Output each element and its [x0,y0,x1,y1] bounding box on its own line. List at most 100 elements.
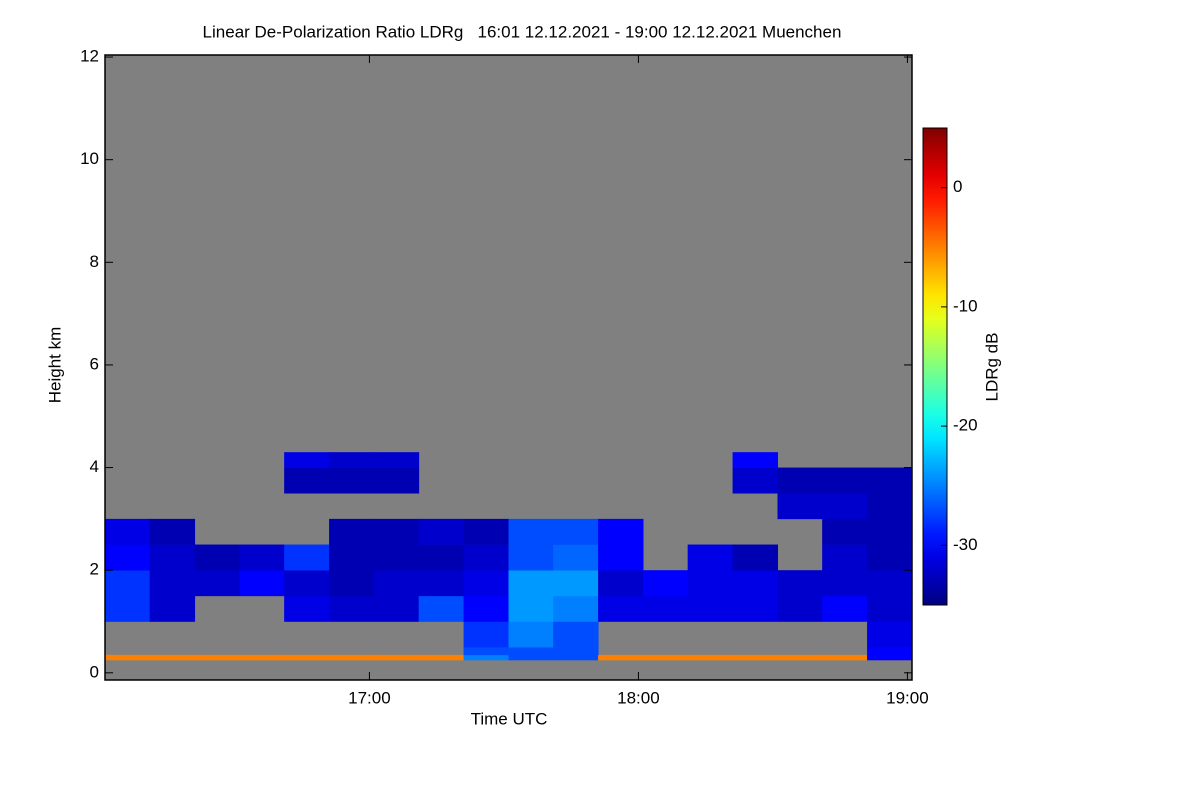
heatmap-cell [553,647,599,656]
chart-title: Linear De-Polarization Ratio LDRg 16:01 … [203,22,842,41]
colorbar-tick-label: -20 [953,416,978,435]
heatmap-cell [553,518,599,545]
colorbar-tick-label: 0 [953,177,962,196]
heatmap-cell [687,654,734,661]
heatmap-cell [105,654,151,661]
heatmap-cell [867,654,913,661]
heatmap-cell [822,570,868,597]
heatmap-cell [732,467,778,494]
heatmap-cell [687,570,734,597]
heatmap-cell [329,595,375,622]
heatmap-cell [822,654,868,661]
heatmap-cell [374,595,420,622]
heatmap-cell [284,570,330,597]
heatmap-cell [822,467,868,494]
heatmap-cell [149,595,196,622]
y-tick-label: 6 [90,354,99,373]
heatmap-cell [553,570,599,597]
heatmap-cell [508,621,554,648]
heatmap-cell [284,595,330,622]
heatmap-cell [822,544,868,571]
y-tick-label: 10 [80,149,99,168]
heatmap-cell [777,467,823,494]
heatmap-cell [643,595,689,622]
x-tick-label: 18:00 [617,688,660,707]
heatmap-cell [329,518,375,545]
heatmap-cell [105,518,151,545]
heatmap-cell [598,570,644,597]
x-axis-title: Time UTC [471,709,548,728]
heatmap-cell [777,493,823,520]
heatmap-cell [553,544,599,571]
heatmap-cell [329,570,375,597]
heatmap-cell [149,654,196,661]
heatmap-cell [553,621,599,648]
heatmap-cell [777,570,823,597]
heatmap-cell [867,570,913,597]
heatmap-cell [867,595,913,622]
heatmap-cell [463,544,509,571]
x-tick-label: 19:00 [886,688,929,707]
heatmap-cell [194,654,240,661]
heatmap-cell [418,595,465,622]
heatmap-cell [194,570,240,597]
heatmap-cell [822,493,868,520]
heatmap-cell [374,452,420,468]
heatmap-cell [463,621,509,648]
heatmap-cell [643,570,689,597]
heatmap-cell [867,493,913,520]
heatmap-cell [822,595,868,622]
heatmap-cell [239,654,285,661]
heatmap-cell [463,654,509,661]
heatmap-cell [732,544,778,571]
heatmap-cell [105,570,151,597]
heatmap-cell [149,570,196,597]
heatmap-cell [867,518,913,545]
colorbar-tick-label: -10 [953,296,978,315]
heatmap-cell [149,544,196,571]
heatmap-cell [374,654,420,661]
heatmap-cell [463,570,509,597]
heatmap-cell [643,654,689,661]
heatmap-cell [508,518,554,545]
heatmap-cell [329,452,375,468]
heatmap-cell [508,570,554,597]
heatmap-cell [418,570,465,597]
heatmap-cell [598,544,644,571]
heatmap-cell [867,621,913,648]
heatmap-cell [329,654,375,661]
heatmap-cell [194,544,240,571]
heatmap-cell [149,518,196,545]
colorbar-title: LDRg dB [982,333,1001,402]
heatmap-cell [777,595,823,622]
heatmap-cell [687,595,734,622]
heatmap-cell [732,654,778,661]
heatmap-cell [284,544,330,571]
heatmap-cell [284,654,330,661]
heatmap-cell [822,518,868,545]
y-tick-label: 0 [90,662,99,681]
heatmap-cell [687,544,734,571]
heatmap-cell [418,544,465,571]
heatmap-cell [732,452,778,468]
heatmap-cell [867,544,913,571]
y-tick-label: 4 [90,457,99,476]
heatmap-cell [867,647,913,656]
heatmap-cell [508,595,554,622]
colorbar-tick-label: -30 [953,535,978,554]
heatmap-cell [777,654,823,661]
y-tick-label: 12 [80,47,99,66]
x-tick-label: 17:00 [348,688,391,707]
y-tick-label: 8 [90,252,99,271]
heatmap-cell [374,467,420,494]
heatmap-cell [732,595,778,622]
heatmap-cell [598,518,644,545]
heatmap-cell [867,467,913,494]
heatmap-cell [329,544,375,571]
colorbar [922,127,948,606]
y-tick-label: 2 [90,560,99,579]
y-axis-title: Height km [45,327,64,404]
heatmap-cell [598,654,644,661]
